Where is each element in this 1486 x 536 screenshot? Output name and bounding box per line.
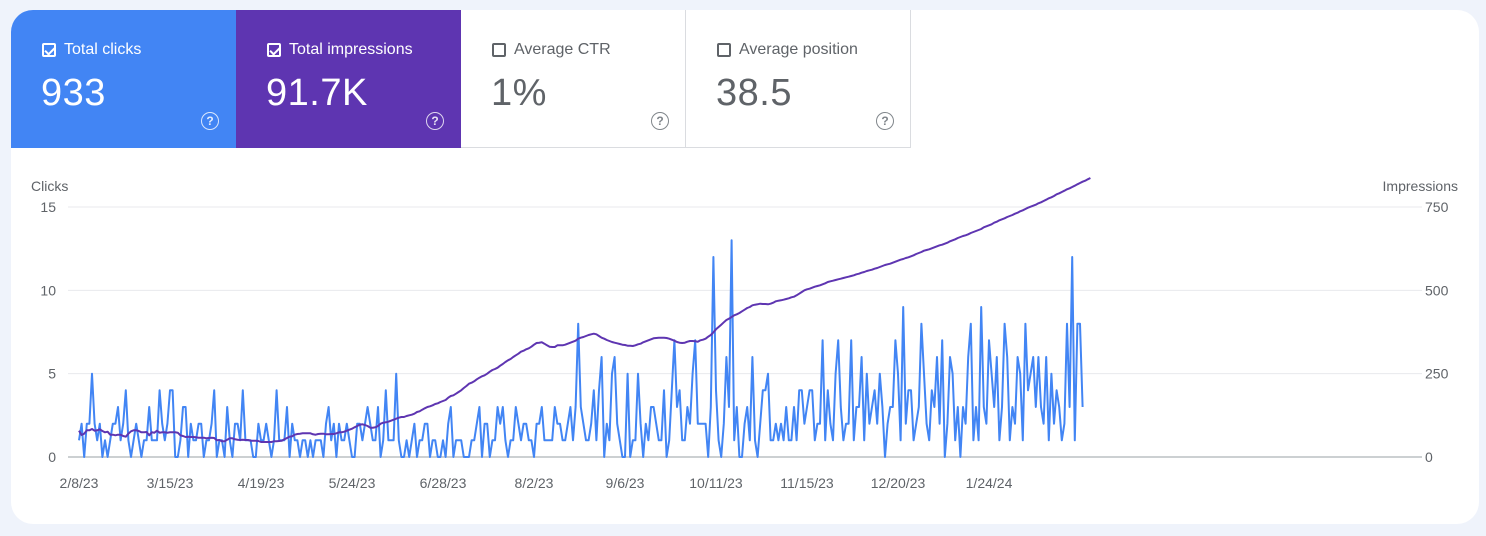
metric-label: Average CTR [514, 41, 611, 58]
series-line-impressions [78, 177, 1091, 443]
performance-card: Total clicks 933 ? Total impressions 91.… [11, 10, 1479, 524]
y-axis-right-title: Impressions [1383, 178, 1458, 194]
metric-label: Average position [739, 41, 858, 58]
x-tick-label: 9/6/23 [606, 475, 645, 491]
metric-value: 91.7K [266, 72, 368, 114]
metric-value: 1% [491, 72, 547, 114]
x-tick-label: 1/24/24 [966, 475, 1013, 491]
metric-total-impressions[interactable]: Total impressions 91.7K ? [236, 10, 461, 148]
metric-label: Total clicks [64, 41, 142, 58]
x-tick-label: 11/15/23 [780, 475, 834, 491]
question-circle-icon[interactable]: ? [876, 112, 894, 130]
x-tick-label: 2/8/23 [60, 475, 99, 491]
performance-chart[interactable]: Clicks Impressions 0 5 10 15 0 250 500 750 2/8/23 3… [11, 10, 1479, 524]
metric-header: Average CTR [492, 41, 611, 59]
metric-average-position[interactable]: Average position 38.5 ? [686, 10, 911, 148]
checkbox-icon[interactable] [42, 43, 56, 57]
metric-value: 933 [41, 72, 106, 114]
x-tick-label: 10/11/23 [689, 475, 743, 491]
x-tick-label: 3/15/23 [147, 475, 194, 491]
metric-label: Total impressions [289, 41, 413, 58]
metric-total-clicks[interactable]: Total clicks 933 ? [11, 10, 236, 148]
checkbox-icon[interactable] [267, 43, 281, 57]
x-tick-label: 12/20/23 [871, 475, 926, 491]
x-tick-label: 4/19/23 [238, 475, 285, 491]
metric-header: Total impressions [267, 41, 413, 59]
metric-header: Total clicks [42, 41, 141, 59]
question-circle-icon[interactable]: ? [426, 112, 444, 130]
question-circle-icon[interactable]: ? [201, 112, 219, 130]
y-tick-label-left: 10 [40, 282, 56, 298]
x-tick-label: 6/28/23 [420, 475, 467, 491]
metric-average-ctr[interactable]: Average CTR 1% ? [461, 10, 686, 148]
metric-value: 38.5 [716, 72, 792, 114]
y-tick-label-left: 5 [48, 366, 56, 382]
y-axis-left-title: Clicks [31, 178, 68, 194]
y-tick-label-right: 750 [1425, 199, 1449, 215]
y-tick-label-right: 0 [1425, 449, 1433, 465]
x-tick-label: 5/24/23 [329, 475, 376, 491]
x-tick-label: 8/2/23 [515, 475, 554, 491]
checkbox-icon[interactable] [492, 43, 506, 57]
checkbox-icon[interactable] [717, 43, 731, 57]
series-line-clicks [78, 239, 1084, 458]
y-tick-label-left: 15 [40, 199, 56, 215]
metric-header: Average position [717, 41, 858, 59]
y-tick-label-left: 0 [48, 449, 56, 465]
question-circle-icon[interactable]: ? [651, 112, 669, 130]
y-tick-label-right: 500 [1425, 282, 1449, 298]
y-tick-label-right: 250 [1425, 366, 1449, 382]
metric-tabs: Total clicks 933 ? Total impressions 91.… [11, 10, 911, 148]
